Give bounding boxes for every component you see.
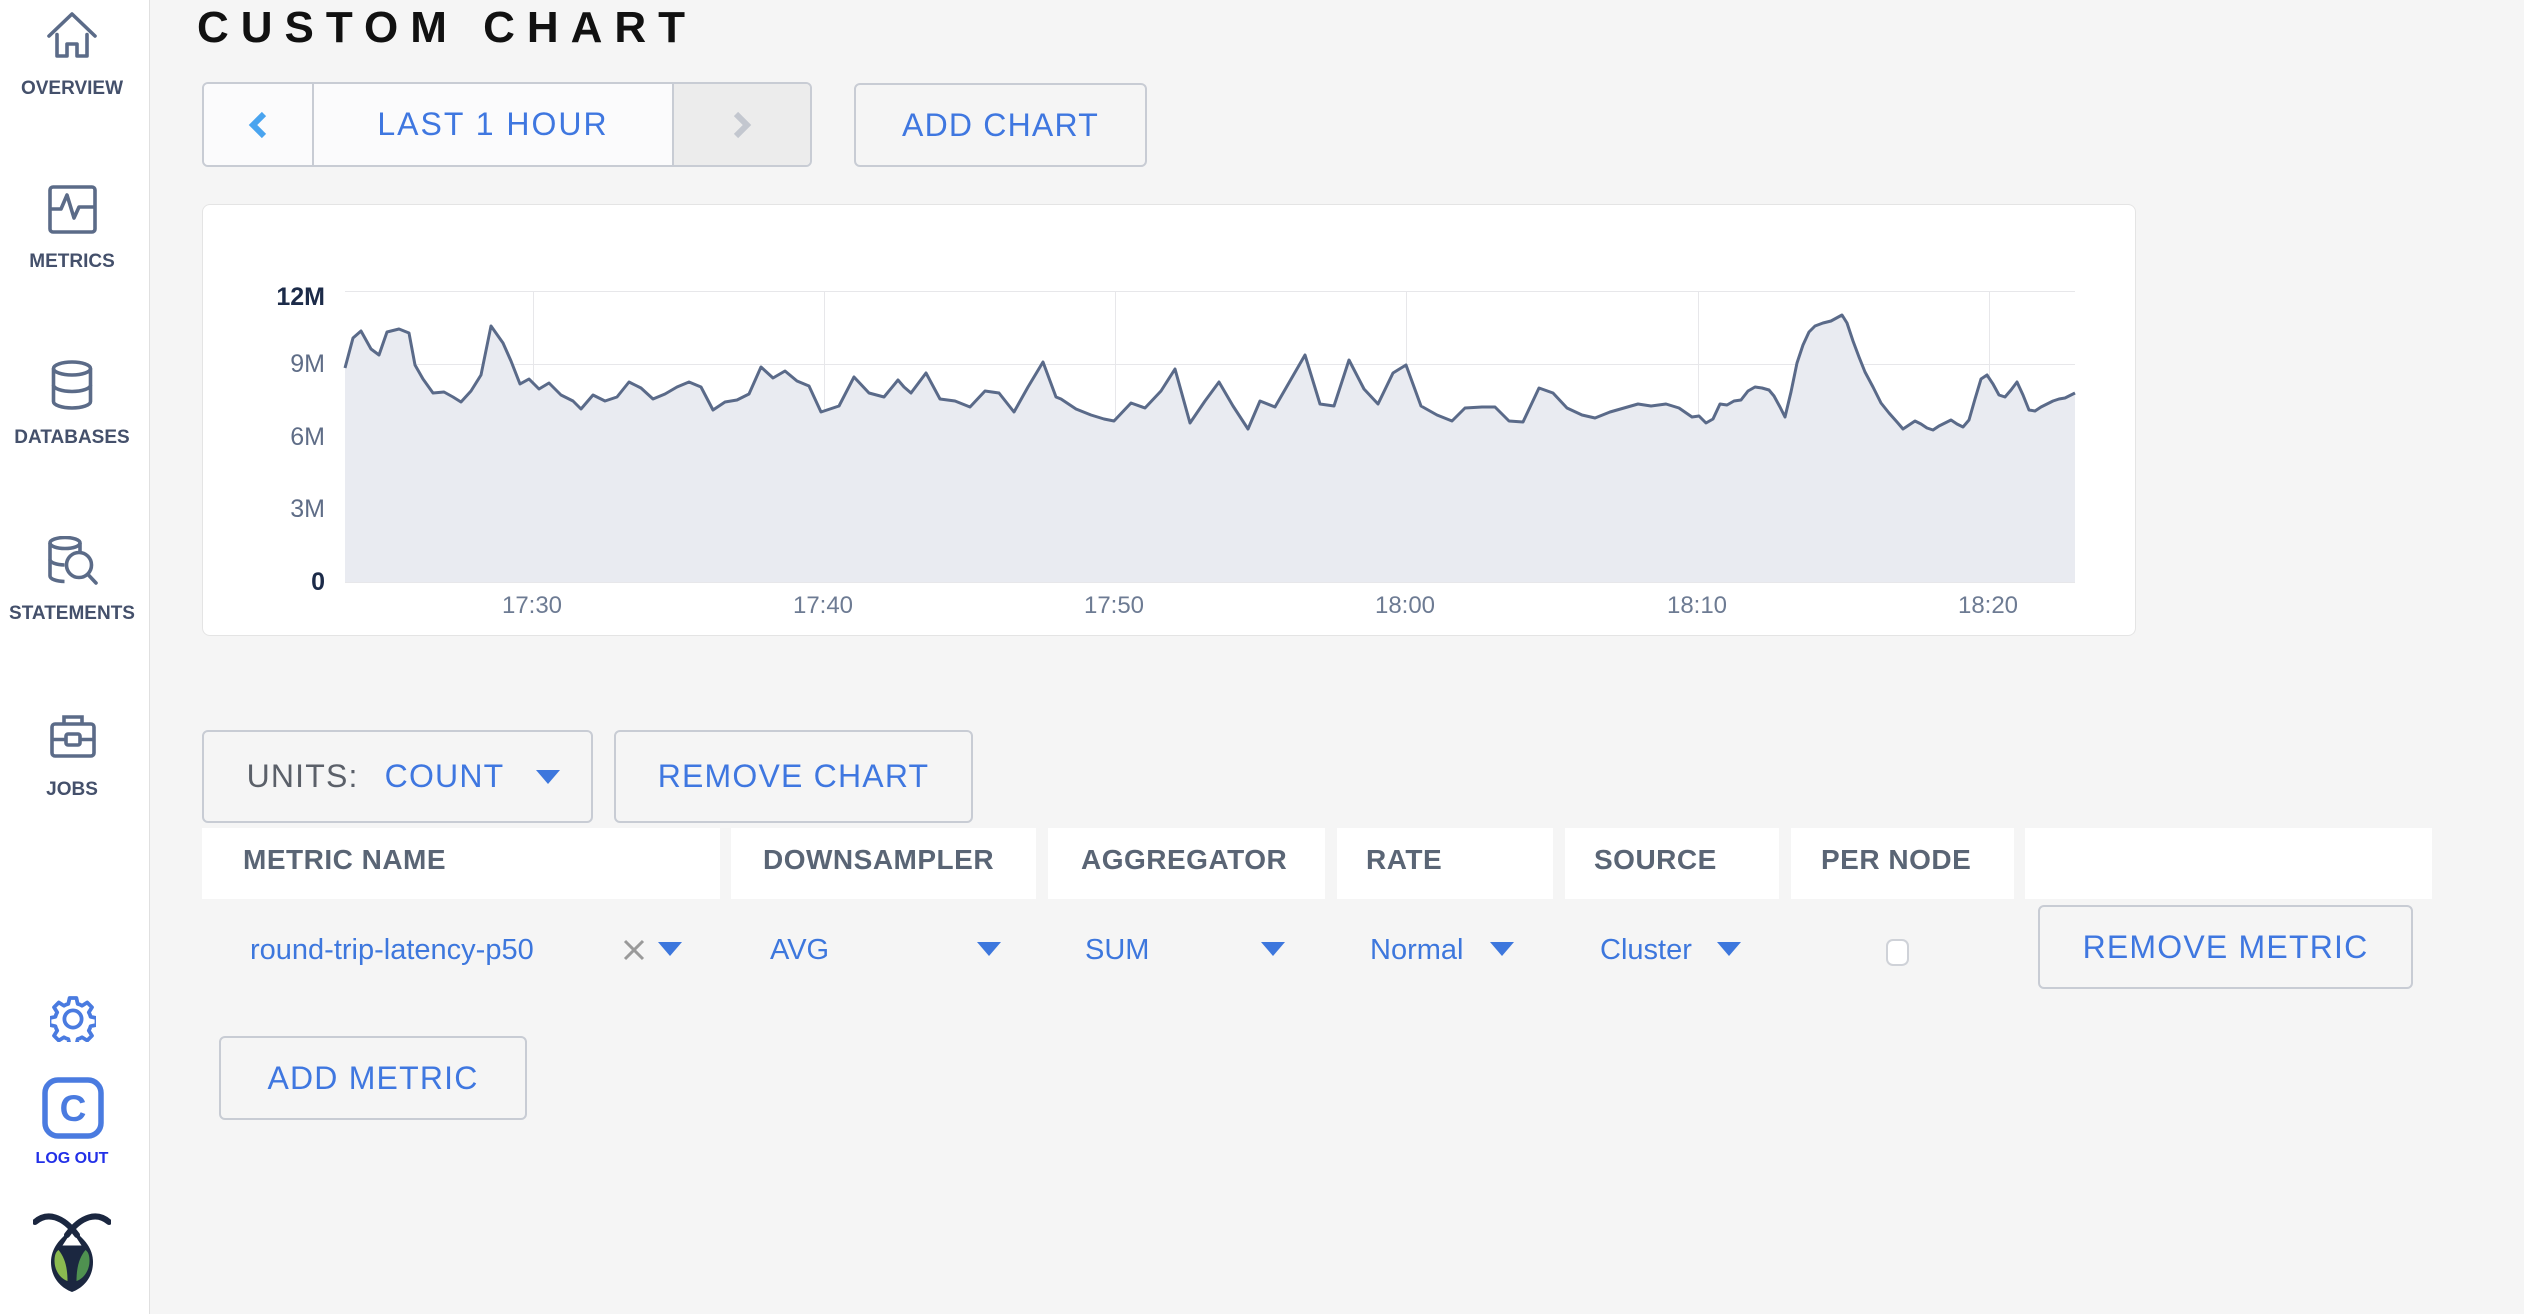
svg-text:C: C xyxy=(60,1088,87,1129)
